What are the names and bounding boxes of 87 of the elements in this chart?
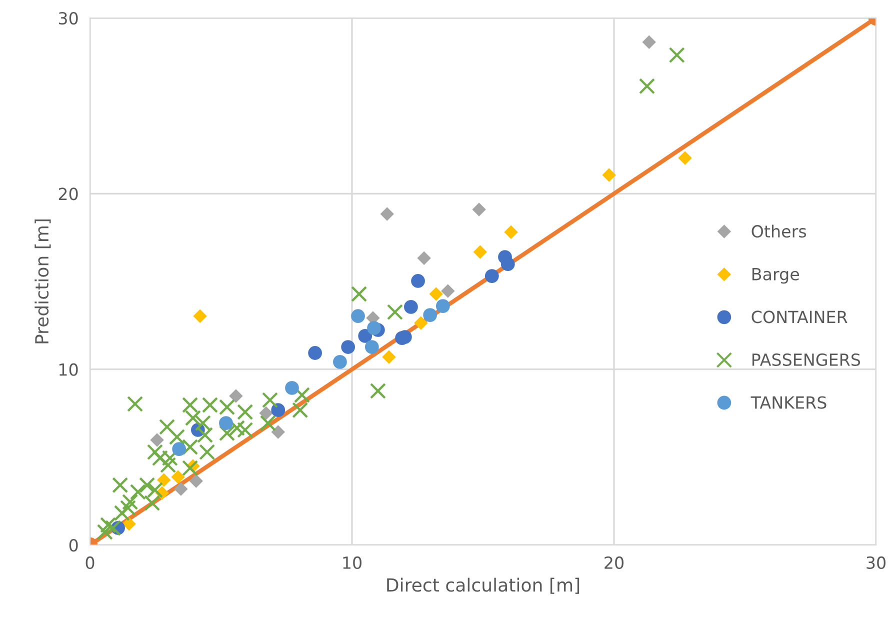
point <box>182 438 198 456</box>
point <box>228 420 246 436</box>
point <box>370 382 386 399</box>
point <box>441 284 455 298</box>
point <box>189 474 203 488</box>
point <box>146 444 164 460</box>
point <box>182 460 198 476</box>
point <box>333 355 347 369</box>
point <box>367 321 381 335</box>
point <box>260 415 276 432</box>
point <box>193 309 207 323</box>
point <box>114 504 130 522</box>
point <box>484 269 499 283</box>
legend-label: Others <box>752 224 806 238</box>
point <box>341 340 356 354</box>
point <box>436 299 450 314</box>
point <box>473 245 487 259</box>
legend-label: Barge <box>752 268 799 284</box>
y-tick-label: 10 <box>60 363 78 376</box>
y-tick-label: 30 <box>58 12 78 25</box>
point <box>358 329 372 343</box>
point <box>229 389 243 403</box>
point <box>196 426 214 444</box>
legend-label: TANKERS <box>750 396 826 409</box>
point <box>218 425 236 442</box>
point <box>194 415 211 432</box>
point <box>500 257 515 272</box>
point <box>96 524 113 540</box>
x-axis-title: Direct calculation [m] <box>387 578 580 594</box>
point <box>285 381 299 395</box>
point <box>417 251 431 266</box>
x-tick-label: 30 <box>866 556 886 570</box>
point <box>351 309 365 324</box>
point <box>139 477 156 494</box>
point <box>364 340 379 354</box>
legend-label: PASSENGERS <box>752 353 860 366</box>
point <box>158 418 176 436</box>
point <box>171 470 185 484</box>
point <box>294 386 310 404</box>
point <box>382 350 396 364</box>
point <box>380 207 394 221</box>
point <box>678 151 692 165</box>
y-tick-label: 0 <box>69 538 78 552</box>
point <box>638 78 656 94</box>
point <box>386 304 404 320</box>
point <box>308 346 322 360</box>
point <box>112 477 128 494</box>
point <box>292 402 308 418</box>
point <box>504 225 518 240</box>
point <box>237 422 254 438</box>
point <box>351 286 368 302</box>
point <box>237 404 254 420</box>
x-tick-label: 20 <box>604 556 624 570</box>
point <box>157 473 171 487</box>
point <box>199 444 216 460</box>
point <box>219 416 233 430</box>
point <box>259 406 273 420</box>
point <box>182 396 198 414</box>
point <box>602 168 616 182</box>
point <box>144 494 160 512</box>
point <box>404 300 418 314</box>
point <box>184 410 202 426</box>
point <box>271 403 286 418</box>
point <box>174 482 188 496</box>
point <box>423 308 438 322</box>
point <box>411 274 425 288</box>
point <box>105 520 122 536</box>
point <box>160 457 176 474</box>
point <box>168 428 186 446</box>
y-axis-title: Prediction [m] <box>34 220 51 344</box>
y-tick-label: 20 <box>58 188 78 200</box>
point <box>668 47 685 64</box>
point <box>262 392 278 408</box>
point <box>172 442 186 456</box>
point <box>120 500 136 516</box>
x-tick-label: 10 <box>343 556 362 570</box>
point <box>414 316 428 330</box>
point <box>472 202 486 216</box>
point <box>271 425 285 439</box>
point <box>100 516 116 534</box>
legend-label: CONTAINER <box>752 310 848 324</box>
point <box>127 396 144 412</box>
point <box>150 433 164 447</box>
point <box>122 494 138 510</box>
point <box>642 35 656 49</box>
x-tick-label: 0 <box>86 556 94 570</box>
point <box>429 287 443 301</box>
